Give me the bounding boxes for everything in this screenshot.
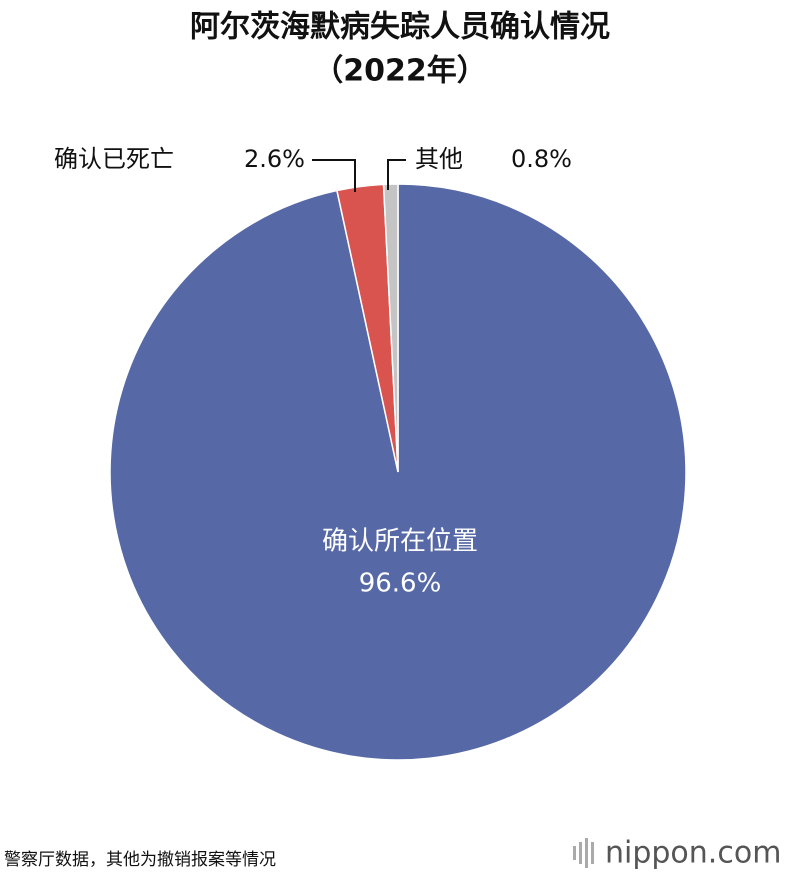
chart-subtitle: （2022年） bbox=[313, 54, 487, 89]
leader-line bbox=[387, 159, 406, 190]
source-note: 警察厅数据，其他为撤销报案等情况 bbox=[4, 850, 276, 870]
value-label: 2.6% bbox=[244, 145, 305, 173]
value-label: 0.8% bbox=[511, 145, 572, 173]
pie-slice bbox=[382, 183, 399, 473]
logo: nippon.com bbox=[605, 836, 781, 871]
chart-title: 阿尔茨海默病失踪人员确认情况 bbox=[190, 10, 610, 45]
slice-label: 确认已死亡 bbox=[54, 145, 174, 173]
leader-line bbox=[312, 159, 356, 192]
slice-label: 确认所在位置 bbox=[322, 527, 478, 557]
logo-icon bbox=[573, 838, 594, 868]
slice-label: 其他 bbox=[415, 145, 463, 173]
pie bbox=[109, 183, 687, 761]
value-label: 96.6% bbox=[359, 569, 442, 599]
